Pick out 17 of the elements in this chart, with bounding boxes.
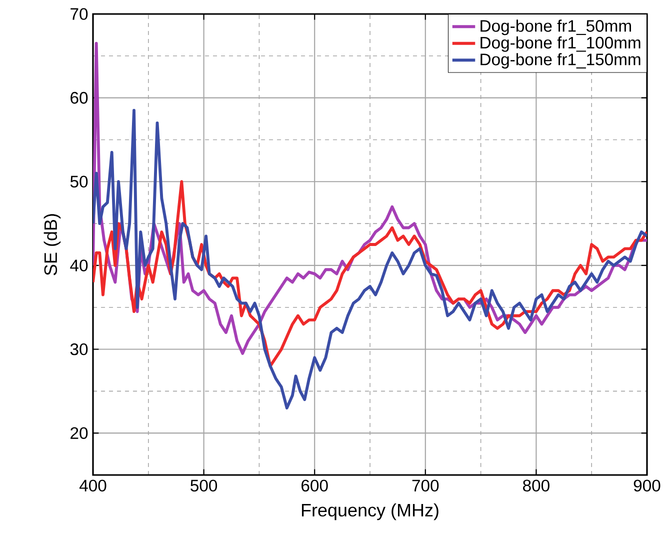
x-tick-label: 600: [302, 480, 328, 492]
legend-label: Dog-bone fr1_100mm: [480, 36, 640, 52]
x-tick-label: 900: [634, 480, 660, 492]
x-axis-title: Frequency (MHz): [302, 503, 438, 520]
x-tick-label: 500: [190, 480, 218, 492]
y-tick-label: 70: [70, 8, 88, 20]
x-tick-label: 400: [79, 480, 106, 492]
legend-label: Dog-bone fr1_50mm: [480, 20, 631, 36]
y-axis-title: SE (dB): [44, 214, 61, 276]
y-tick-label: 50: [70, 176, 88, 188]
y-tick-label: 20: [70, 427, 88, 439]
y-tick-label: 30: [70, 343, 88, 356]
y-tick-label: 60: [70, 92, 88, 104]
legend-label: Dog-bone fr1_150mm: [480, 53, 640, 69]
x-tick-label: 700: [412, 480, 439, 492]
y-tick-label: 40: [70, 260, 88, 272]
x-tick-label: 800: [523, 480, 550, 492]
